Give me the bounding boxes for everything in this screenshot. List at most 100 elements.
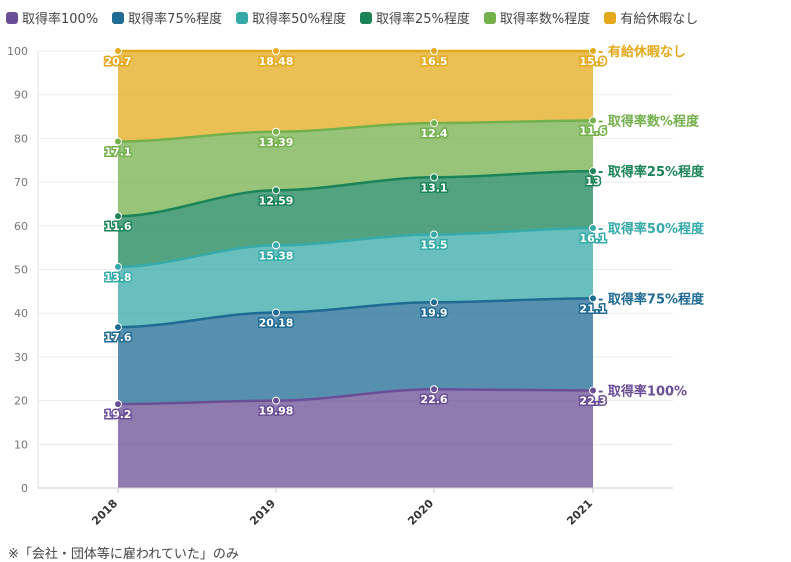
series-line bbox=[117, 119, 594, 143]
series-end-label: - 取得率75%程度 bbox=[598, 291, 705, 307]
data-label: 12.59 bbox=[259, 194, 294, 207]
data-point bbox=[430, 47, 438, 55]
series-line bbox=[117, 387, 594, 406]
legend-label: 有給休暇なし bbox=[620, 12, 699, 27]
data-point bbox=[272, 308, 280, 317]
data-point bbox=[114, 400, 122, 409]
data-label: 21.1 bbox=[579, 302, 606, 315]
legend-label: 取得率数%程度 bbox=[499, 12, 591, 27]
y-tick-label: 30 bbox=[14, 351, 28, 364]
x-tick-label: 2021 bbox=[564, 497, 595, 528]
legend-item[interactable]: 有給休暇なし bbox=[604, 8, 698, 27]
series-area bbox=[118, 51, 593, 142]
y-tick-label: 60 bbox=[14, 220, 28, 233]
data-label: 13.1 bbox=[420, 181, 447, 194]
data-label: 12.4 bbox=[420, 127, 447, 140]
y-tick-label: 40 bbox=[14, 307, 28, 320]
data-label: 19.98 bbox=[259, 405, 294, 418]
data-label: 13.39 bbox=[259, 136, 294, 149]
legend: 取得率100% 取得率75%程度 取得率50%程度 取得率25%程度 取得率数%程度 有給… bbox=[6, 8, 698, 27]
series-end-label: - 取得率数%程度 bbox=[598, 113, 700, 129]
legend-item[interactable]: 取得率75%程度 bbox=[112, 8, 222, 27]
legend-swatch bbox=[236, 11, 249, 24]
footnote: ※「会社・団体等に雇われていた」のみ bbox=[8, 547, 239, 562]
data-point bbox=[589, 167, 597, 176]
data-label: 17.6 bbox=[104, 331, 131, 344]
data-point bbox=[589, 223, 597, 232]
data-label: 22.6 bbox=[420, 393, 447, 406]
data-label: 20.18 bbox=[259, 317, 294, 330]
data-label: 20.7 bbox=[104, 55, 131, 68]
series-end-label: - 取得率50%程度 bbox=[598, 221, 705, 237]
series-end-label: - 取得率25%程度 bbox=[598, 164, 705, 180]
legend-item[interactable]: 取得率数%程度 bbox=[483, 8, 591, 27]
data-point bbox=[272, 396, 280, 405]
legend-swatch bbox=[359, 11, 372, 24]
data-label: 11.6 bbox=[579, 124, 606, 137]
series-area bbox=[118, 227, 593, 328]
series-line bbox=[117, 226, 594, 269]
y-tick-label: 50 bbox=[14, 264, 28, 277]
data-point bbox=[430, 173, 438, 182]
legend-item[interactable]: 取得率50%程度 bbox=[236, 8, 346, 27]
legend-label: 取得率50%程度 bbox=[252, 12, 346, 27]
data-label: 13 bbox=[585, 175, 600, 188]
data-point bbox=[272, 186, 280, 195]
legend-swatch bbox=[112, 11, 125, 24]
legend-swatch bbox=[483, 11, 496, 24]
data-point bbox=[430, 385, 438, 394]
data-label: 15.5 bbox=[420, 239, 447, 252]
data-point bbox=[589, 294, 597, 303]
data-label: 18.48 bbox=[259, 55, 294, 68]
data-point bbox=[114, 323, 122, 332]
legend-swatch bbox=[604, 11, 617, 24]
legend-item[interactable]: 取得率100% bbox=[6, 8, 98, 27]
legend-label: 取得率25%程度 bbox=[375, 12, 470, 27]
x-tick-label: 2020 bbox=[405, 497, 436, 528]
data-point bbox=[430, 230, 438, 239]
series-area bbox=[118, 298, 593, 405]
data-point bbox=[114, 212, 122, 221]
y-tick-label: 80 bbox=[14, 132, 28, 145]
data-label: 17.1 bbox=[104, 145, 131, 158]
data-point bbox=[589, 47, 597, 55]
data-point bbox=[589, 116, 597, 125]
series-line bbox=[117, 297, 594, 329]
data-point bbox=[589, 386, 597, 395]
series-area bbox=[118, 389, 593, 488]
series-end-label: - 有給休暇なし bbox=[598, 44, 686, 60]
y-tick-label: 20 bbox=[14, 395, 28, 408]
data-point bbox=[272, 127, 280, 136]
data-label: 19.9 bbox=[420, 306, 447, 319]
x-tick-label: 2018 bbox=[89, 497, 120, 528]
data-point bbox=[430, 298, 438, 307]
legend-item[interactable]: 取得率25%程度 bbox=[359, 8, 470, 27]
data-label: 16.1 bbox=[579, 232, 606, 245]
data-point bbox=[430, 119, 438, 128]
legend-label: 取得率100% bbox=[22, 12, 99, 27]
data-point bbox=[114, 47, 122, 55]
y-tick-label: 70 bbox=[14, 176, 28, 189]
x-tick-label: 2019 bbox=[247, 497, 278, 528]
data-point bbox=[114, 137, 122, 146]
data-label: 15.38 bbox=[259, 249, 294, 262]
legend-swatch bbox=[6, 11, 18, 24]
data-label: 13.8 bbox=[104, 271, 131, 284]
y-tick-label: 10 bbox=[14, 438, 28, 451]
series-area bbox=[118, 120, 593, 217]
y-tick-label: 100 bbox=[7, 45, 28, 58]
data-label: 22.3 bbox=[579, 395, 606, 408]
series-line bbox=[117, 169, 594, 218]
data-point bbox=[272, 47, 280, 55]
data-point bbox=[114, 262, 122, 271]
series-end-label: - 取得率100% bbox=[598, 384, 687, 400]
data-label: 19.2 bbox=[104, 408, 131, 421]
data-label: 15.9 bbox=[579, 55, 606, 68]
data-label: 16.5 bbox=[420, 55, 447, 68]
data-label: 11.6 bbox=[104, 220, 131, 233]
y-tick-label: 90 bbox=[14, 89, 28, 102]
legend-label: 取得率75%程度 bbox=[128, 12, 223, 27]
data-point bbox=[272, 241, 280, 250]
